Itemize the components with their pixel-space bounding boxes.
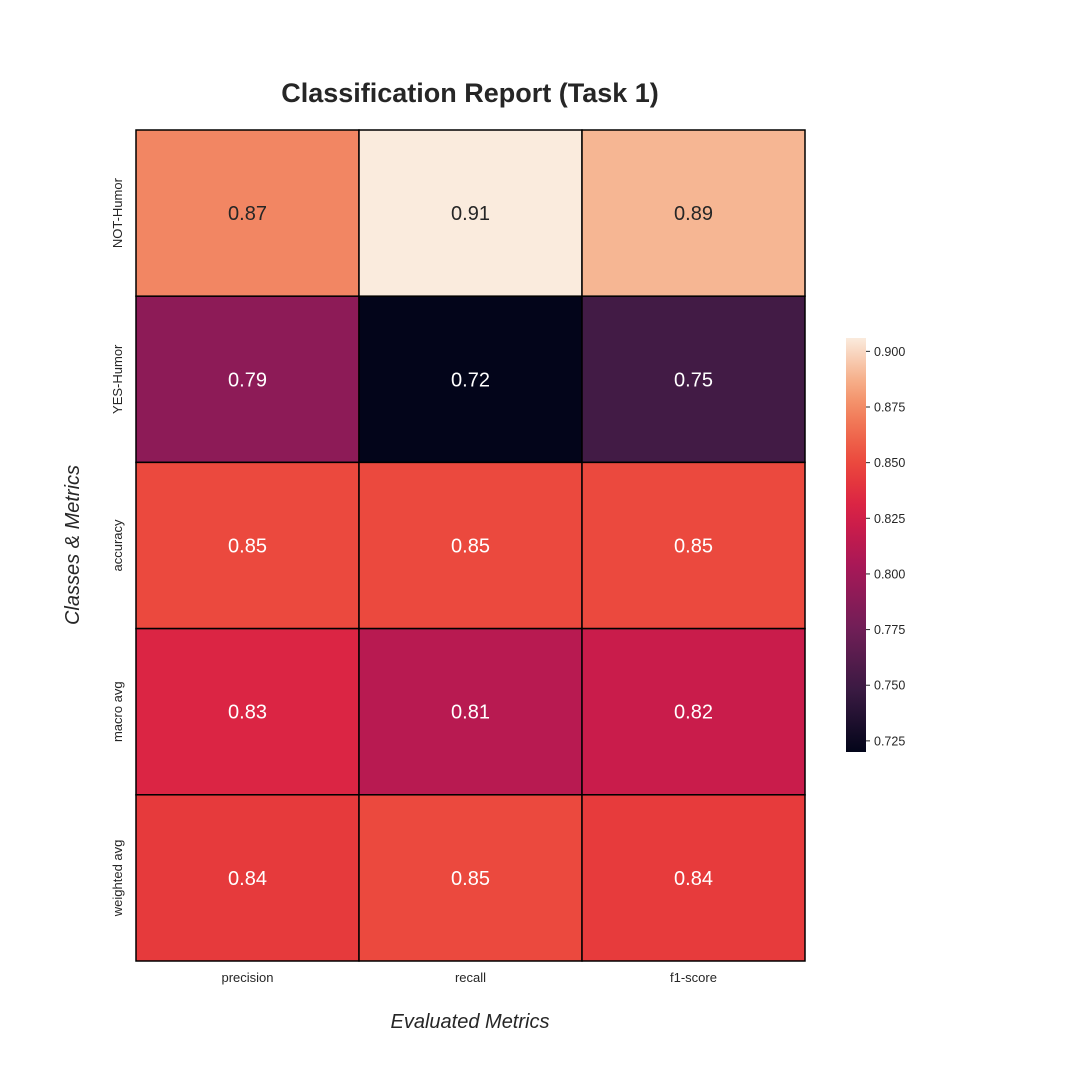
cell-value-label: 0.85 (228, 536, 267, 558)
cell-value-label: 0.75 (674, 369, 713, 391)
y-tick-label: macro avg (110, 681, 125, 742)
cell-value-label: 0.85 (451, 868, 490, 890)
y-tick-labels: NOT-Humor YES-Humor accuracy macro avg weigh… (110, 177, 125, 917)
cell-value-label: 0.85 (451, 536, 490, 558)
y-axis-label: Classes & Metrics (62, 465, 84, 625)
x-axis-label: Evaluated Metrics (391, 1011, 550, 1033)
colorbar: 0.900 0.875 0.850 0.825 0.800 0.775 0.750 0.725 (846, 338, 905, 752)
cell-value-label: 0.91 (451, 203, 490, 225)
heatmap-cell (135, 295, 360, 464)
cell-value-label: 0.83 (228, 702, 267, 724)
colorbar-tick-label: 0.875 (874, 401, 905, 415)
heatmap-cells (135, 129, 806, 962)
x-tick-label: f1-score (670, 970, 717, 985)
colorbar-tick-label: 0.850 (874, 456, 905, 470)
heatmap-cell (581, 295, 806, 464)
y-tick-label: accuracy (110, 519, 125, 572)
cell-value-label: 0.84 (228, 868, 267, 890)
heatmap-cell (358, 794, 583, 962)
heatmap-cell-labels: 0.87 0.91 0.89 0.79 0.72 0.75 0.85 0.85 0.85 0.83… (228, 203, 713, 890)
y-tick-label: YES-Humor (110, 344, 125, 414)
heatmap-cell (358, 461, 583, 630)
heatmap-cell (581, 129, 806, 297)
cell-value-label: 0.84 (674, 868, 713, 890)
heatmap-cell (135, 627, 360, 796)
heatmap-cell (581, 794, 806, 962)
colorbar-tick-label: 0.775 (874, 623, 905, 637)
y-tick-label: NOT-Humor (110, 177, 125, 248)
colorbar-tick-label: 0.725 (874, 734, 905, 748)
colorbar-tick-label: 0.900 (874, 345, 905, 359)
cell-value-label: 0.89 (674, 203, 713, 225)
heatmap-cell (135, 794, 360, 962)
colorbar-tick-label: 0.825 (874, 512, 905, 526)
cell-value-label: 0.82 (674, 702, 713, 724)
cell-value-label: 0.72 (451, 369, 490, 391)
heatmap-cell (358, 129, 583, 297)
cell-value-label: 0.79 (228, 369, 267, 391)
colorbar-tick-label: 0.800 (874, 567, 905, 581)
cell-value-label: 0.87 (228, 203, 267, 225)
colorbar-tick-label: 0.750 (874, 679, 905, 693)
chart-title: Classification Report (Task 1) (281, 78, 659, 108)
heatmap-cell (135, 129, 360, 297)
heatmap-cell (358, 295, 583, 464)
colorbar-gradient (846, 338, 866, 752)
y-tick-label: weighted avg (110, 840, 125, 918)
x-tick-label: precision (221, 970, 273, 985)
cell-value-label: 0.81 (451, 702, 490, 724)
cell-value-label: 0.85 (674, 536, 713, 558)
heatmap-cell (581, 627, 806, 796)
x-tick-labels: precision recall f1-score (221, 970, 717, 985)
x-tick-label: recall (455, 970, 486, 985)
